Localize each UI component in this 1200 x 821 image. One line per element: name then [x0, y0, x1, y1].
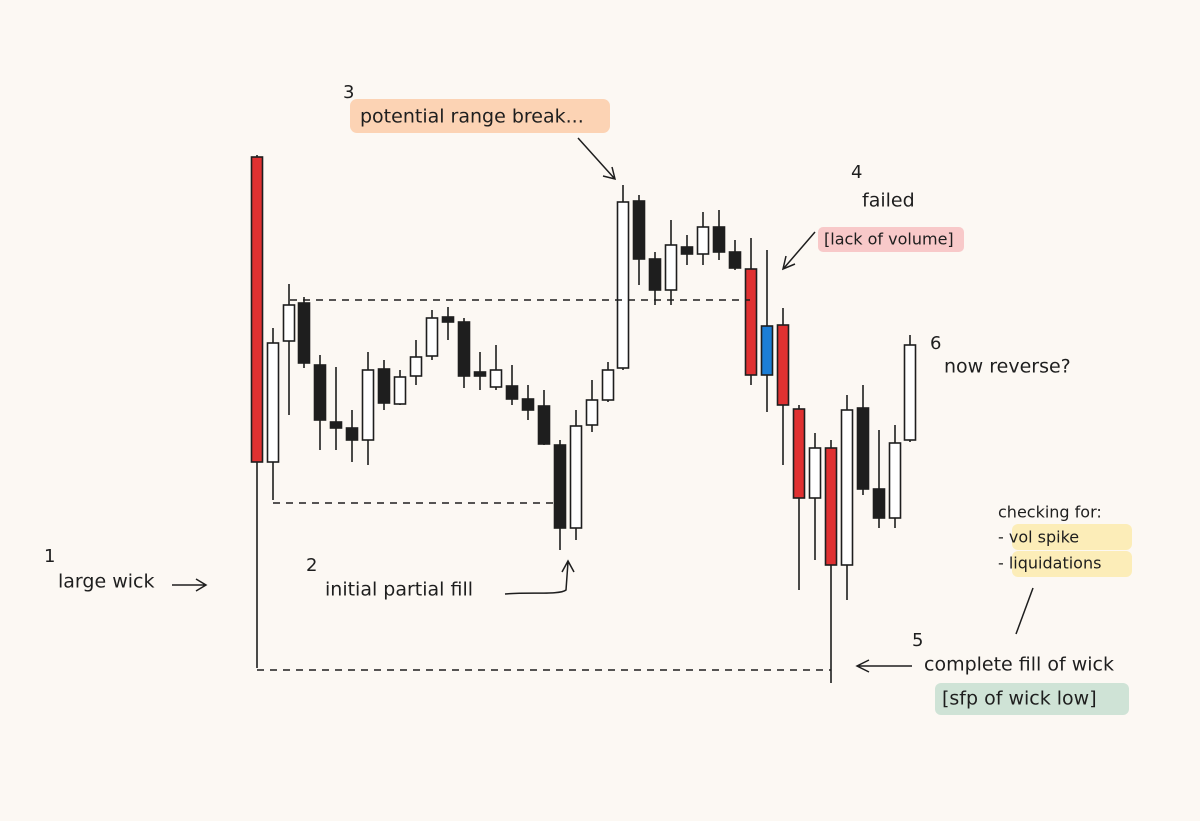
candle-body	[680, 246, 694, 255]
candle-body	[313, 364, 327, 421]
step-number: 4	[851, 162, 862, 183]
highlight	[935, 683, 1129, 715]
arrow	[781, 231, 816, 271]
candle-body	[489, 369, 503, 388]
highlight	[1012, 551, 1132, 577]
candle-body	[266, 342, 280, 463]
candle-body	[824, 447, 838, 566]
candle-body	[505, 385, 519, 400]
annotation: initial partial fill	[325, 579, 473, 601]
annotation: complete fill of wick	[924, 654, 1114, 676]
annotation-note: [lack of volume]	[824, 230, 954, 249]
arrow	[577, 137, 617, 181]
candle-body	[521, 398, 535, 411]
highlight	[818, 227, 964, 252]
candle-body	[537, 405, 551, 445]
candle-body	[744, 268, 758, 376]
annotation: potential range break...	[360, 106, 584, 128]
candle-body	[664, 244, 678, 291]
candle-body	[792, 408, 806, 499]
candle-body	[648, 258, 662, 291]
candle-body	[728, 251, 742, 269]
candle-body	[361, 369, 375, 441]
candle-body	[425, 317, 439, 357]
candle-body	[409, 356, 423, 377]
candle-body	[712, 226, 726, 253]
checklist-title: checking for:	[998, 503, 1102, 522]
candle-body	[696, 226, 710, 255]
candle-body	[632, 200, 646, 260]
checklist-item: - liquidations	[998, 554, 1101, 573]
connector	[1015, 587, 1034, 635]
candle-body	[329, 421, 343, 429]
candle-body	[856, 407, 870, 490]
candle-body	[760, 325, 774, 376]
step-number: 6	[930, 333, 941, 354]
candle-body	[553, 444, 567, 529]
candle-body	[297, 302, 311, 364]
candle-body	[377, 368, 391, 404]
candle-body	[840, 409, 854, 566]
annotation: failed	[862, 190, 915, 212]
candle-body	[903, 344, 917, 441]
highlight	[1012, 524, 1132, 550]
highlight	[350, 99, 610, 133]
candle-body	[393, 376, 407, 405]
annotation: now reverse?	[944, 356, 1071, 378]
candle-body	[569, 425, 583, 529]
candle-body	[441, 316, 455, 323]
step-number: 5	[912, 630, 923, 651]
step-number: 2	[306, 555, 317, 576]
arrow	[855, 659, 912, 673]
annotation-note: [sfp of wick low]	[942, 688, 1097, 710]
candle-body	[250, 156, 264, 463]
candle-body	[345, 427, 359, 441]
candle-body	[888, 442, 902, 519]
candle-body	[473, 371, 487, 377]
arrow	[504, 559, 575, 595]
arrow	[172, 578, 208, 592]
candle-body	[585, 399, 599, 426]
candle-body	[872, 488, 886, 519]
candle-body	[601, 369, 615, 401]
step-number: 1	[44, 546, 55, 567]
candle-body	[282, 304, 296, 342]
checklist-item: - vol spike	[998, 528, 1079, 547]
candle-body	[457, 321, 471, 377]
annotation: large wick	[58, 571, 154, 593]
candle-body	[808, 447, 822, 499]
candlestick-chart	[250, 155, 917, 683]
step-number: 3	[343, 82, 354, 103]
candle-body	[616, 201, 630, 369]
candle-body	[776, 324, 790, 406]
